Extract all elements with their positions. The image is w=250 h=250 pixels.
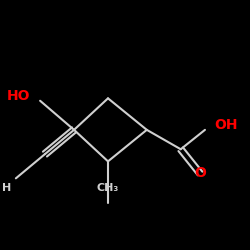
Text: OH: OH [215,118,238,132]
Text: CH₃: CH₃ [97,183,119,193]
Text: O: O [194,166,206,180]
Text: HO: HO [7,89,30,103]
Text: H: H [2,183,11,193]
